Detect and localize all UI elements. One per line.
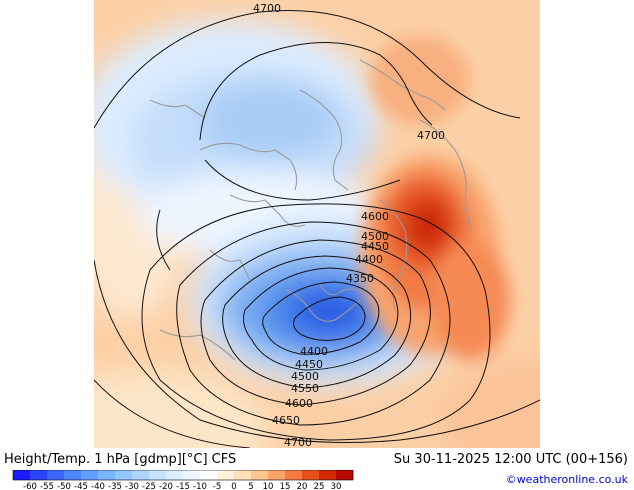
contour-label: 4700 <box>253 2 281 15</box>
color-scale-swatch <box>132 470 150 480</box>
credit-link[interactable]: ©weatheronline.co.uk <box>505 473 628 486</box>
contour-label: 4400 <box>300 345 328 358</box>
contour-label: 4550 <box>291 382 319 395</box>
color-scale-tick-label: -55 <box>40 482 54 490</box>
color-scale-swatch <box>336 470 354 480</box>
color-scale-tick-label: -35 <box>108 482 122 490</box>
color-scale-swatch <box>166 470 184 480</box>
color-scale-tick-label: 0 <box>231 482 236 490</box>
color-scale-tick-label: 20 <box>297 482 308 490</box>
contour-label: 4500 <box>361 230 389 243</box>
color-scale-swatch <box>217 470 235 480</box>
weather-map: 4700 4700 4600 4500 4450 4400 4350 4400 … <box>94 0 540 448</box>
contour-label: 4450 <box>361 240 389 253</box>
color-scale-swatch <box>13 470 31 480</box>
color-scale-tick-label: -20 <box>159 482 173 490</box>
color-scale-tick-label: -5 <box>213 482 221 490</box>
color-scale-swatch <box>149 470 167 480</box>
contour-label: 4700 <box>284 436 312 448</box>
color-scale-tick-label: -10 <box>193 482 207 490</box>
contour-label: 4600 <box>361 210 389 223</box>
contour-label: 4450 <box>295 358 323 371</box>
map-panel: 4700 4700 4600 4500 4450 4400 4350 4400 … <box>94 0 540 448</box>
color-scale-swatch <box>183 470 201 480</box>
color-scale-tick-label: -25 <box>142 482 156 490</box>
color-scale-tick-label: 30 <box>331 482 342 490</box>
height-contours <box>94 10 540 448</box>
color-scale-swatch <box>30 470 48 480</box>
color-scale-tick-label: -45 <box>74 482 88 490</box>
color-scale-frame <box>12 470 354 481</box>
color-scale-tick-label: -30 <box>125 482 139 490</box>
coastlines <box>149 59 471 361</box>
contour-4600 <box>141 203 491 441</box>
color-scale-swatch <box>285 470 303 480</box>
contour-label: 4600 <box>285 397 313 410</box>
color-scale-swatch <box>251 470 269 480</box>
contour-4700-outer <box>94 10 521 129</box>
color-scale-swatch <box>47 470 65 480</box>
color-scale-swatch <box>234 470 252 480</box>
color-scale-tick-label: -60 <box>23 482 37 490</box>
color-scale-legend: -60 -55 -50 -45 -40 -35 -30 -25 -20 -15 -10 -5 0 5 10 1… <box>12 470 354 490</box>
color-scale-swatch <box>302 470 320 480</box>
valid-time: Su 30-11-2025 12:00 UTC (00+156) <box>393 452 628 467</box>
map-title: Height/Temp. 1 hPa [gdmp][°C] CFS <box>4 452 237 467</box>
contour-4700-upper <box>199 42 433 141</box>
map-footer: Height/Temp. 1 hPa [gdmp][°C] CFS Su 30-… <box>0 448 634 490</box>
contour-label: 4650 <box>272 414 300 427</box>
contour-labels: 4700 4700 4600 4500 4450 4400 4350 4400 … <box>253 2 445 448</box>
contour-4700-south <box>94 259 540 443</box>
temperature-field <box>94 0 540 448</box>
color-scale-swatch <box>115 470 133 480</box>
color-scale-tick-label: 5 <box>248 482 253 490</box>
contour-label: 4700 <box>417 129 445 142</box>
color-scale-swatch <box>98 470 116 480</box>
color-scale-tick-label: -15 <box>176 482 190 490</box>
contour-label: 4350 <box>346 272 374 285</box>
color-scale-tick-label: 25 <box>314 482 325 490</box>
contour-label: 4400 <box>355 253 383 266</box>
color-scale-swatch <box>64 470 82 480</box>
color-scale-swatch <box>200 470 218 480</box>
color-scale-tick-label: -50 <box>57 482 71 490</box>
contour-label: 4500 <box>291 370 319 383</box>
color-scale-tick-label: 15 <box>280 482 291 490</box>
color-scale-swatch <box>81 470 99 480</box>
color-scale-tick-label: -40 <box>91 482 105 490</box>
color-scale-swatch <box>319 470 337 480</box>
color-scale-swatch <box>268 470 286 480</box>
color-scale-tick-label: 10 <box>263 482 274 490</box>
